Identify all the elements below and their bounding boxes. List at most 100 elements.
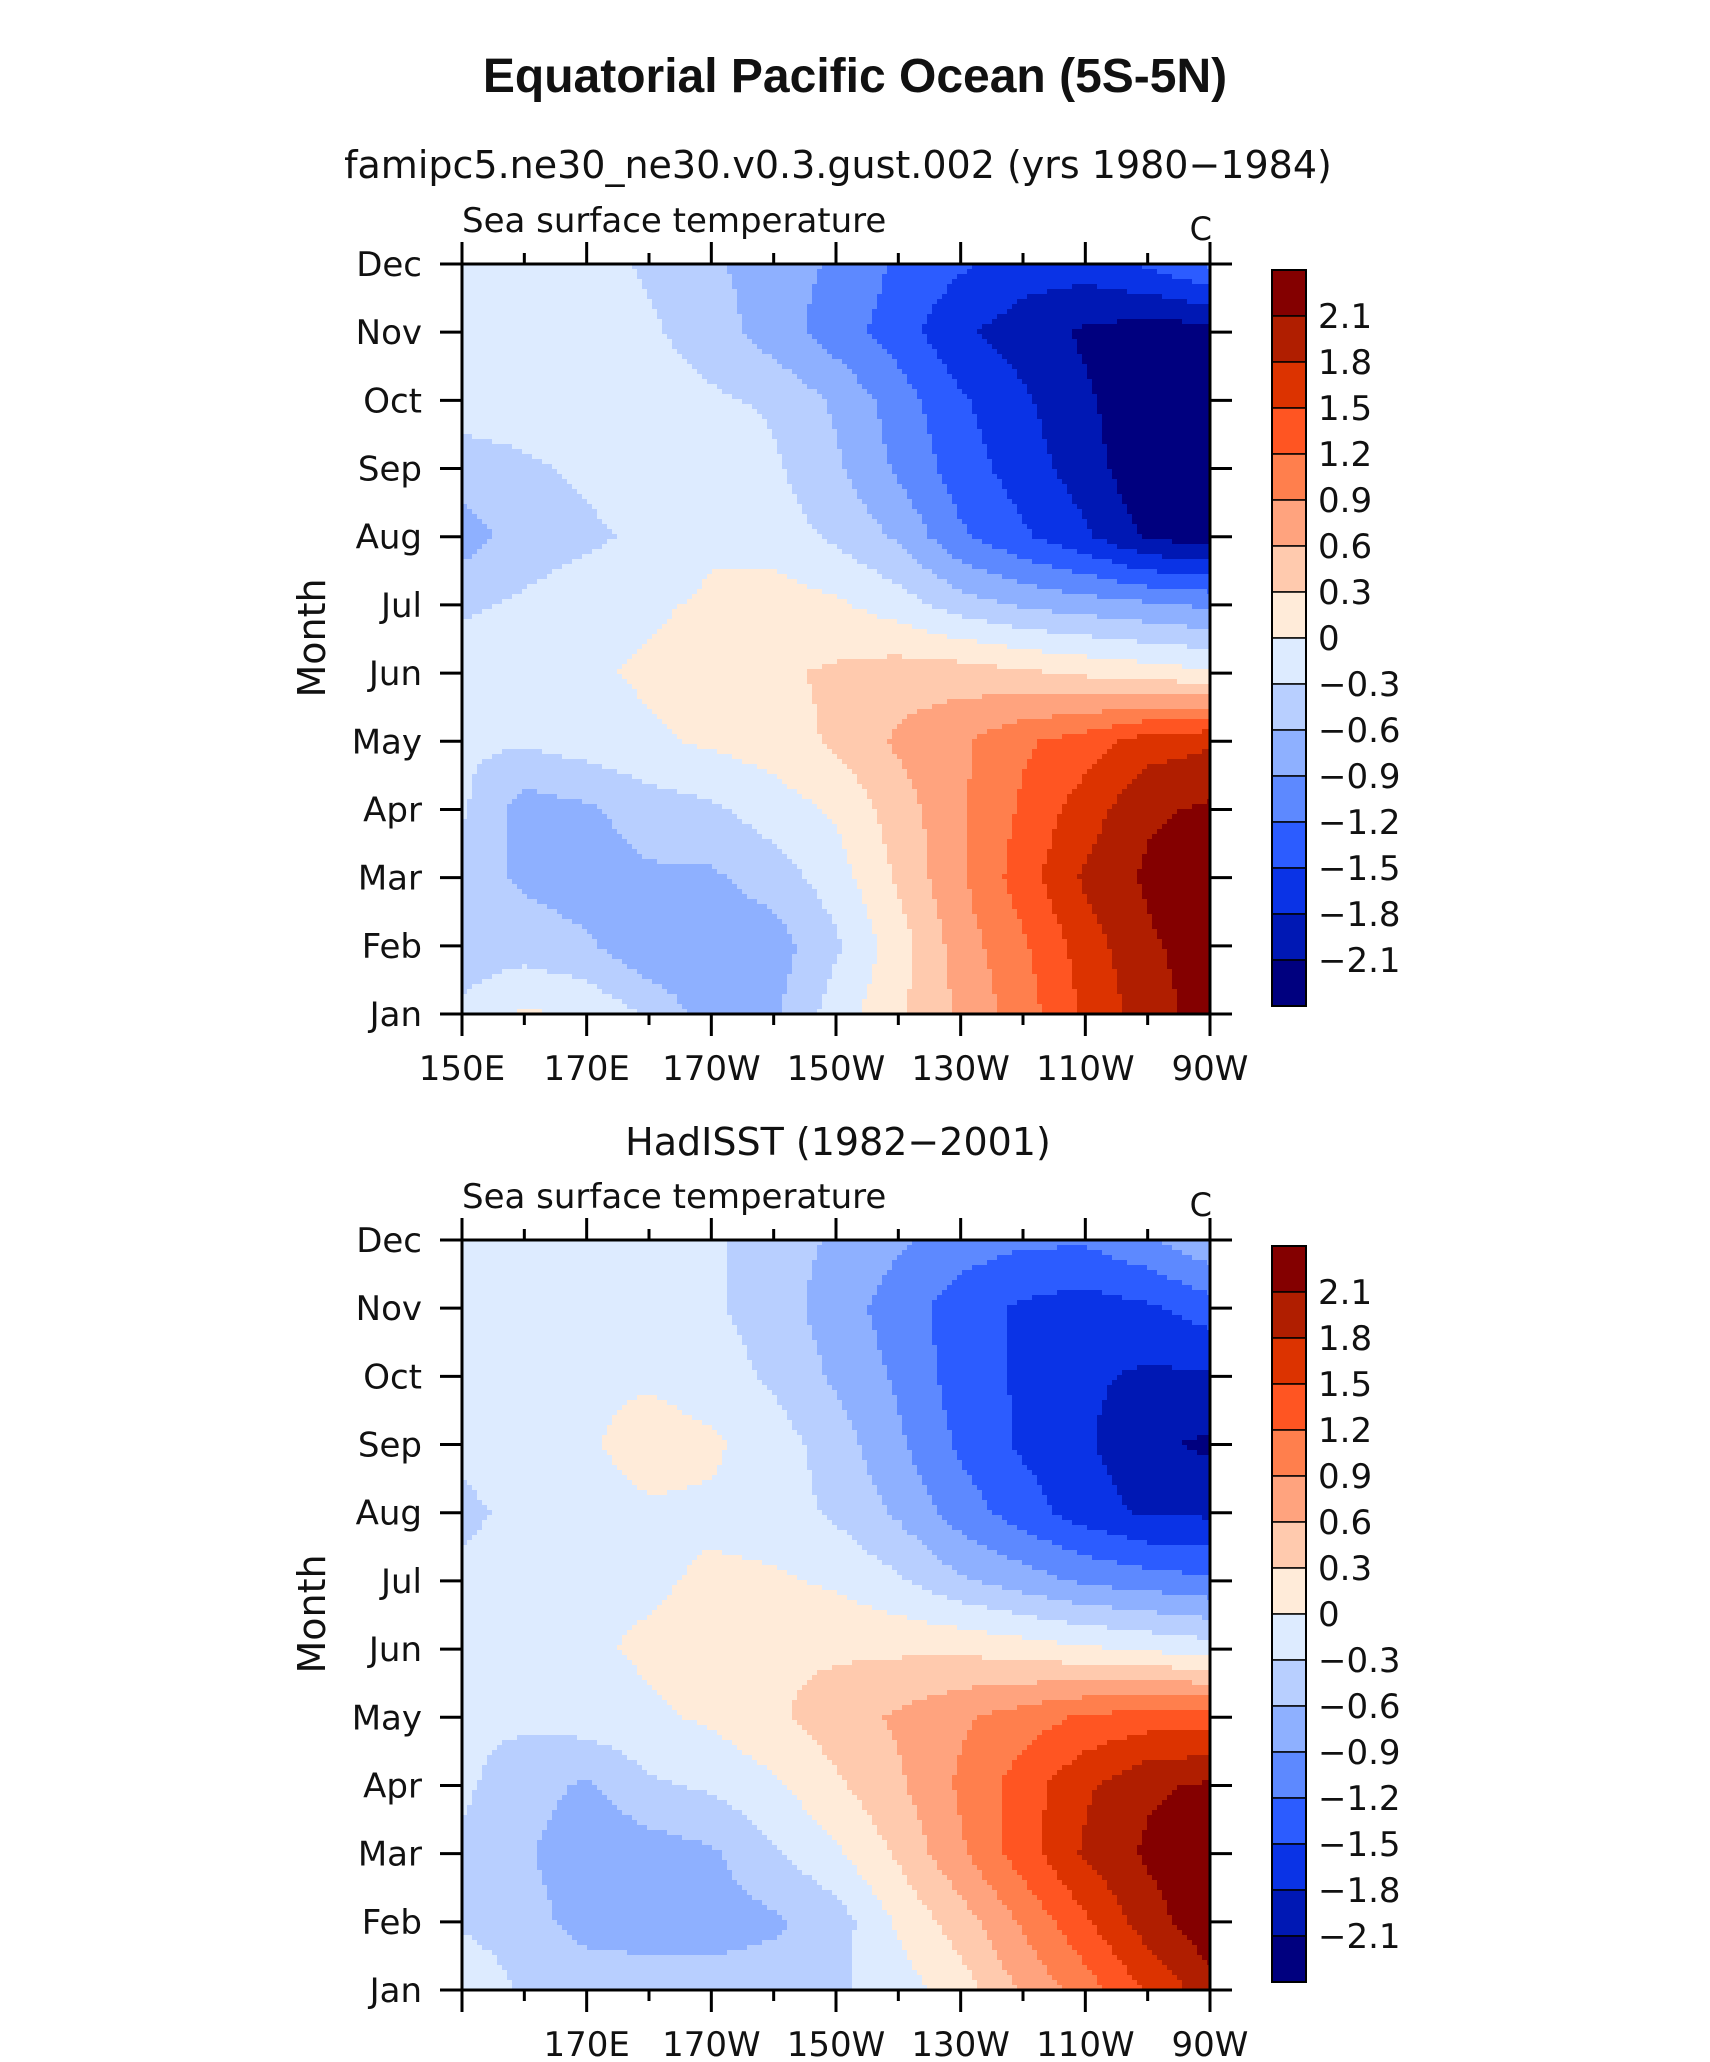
contour-cell	[867, 379, 873, 385]
contour-cell	[537, 379, 543, 385]
contour-cell	[1057, 324, 1063, 330]
contour-cell	[617, 304, 623, 310]
contour-cell	[782, 319, 788, 325]
contour-cell	[992, 299, 998, 305]
contour-cell	[972, 354, 978, 360]
contour-cell	[1047, 299, 1053, 305]
contour-cell	[967, 354, 973, 360]
contour-cell	[807, 364, 813, 370]
contour-cell	[677, 324, 683, 330]
contour-cell	[757, 364, 763, 370]
contour-cell	[1112, 309, 1118, 315]
contour-cell	[517, 294, 523, 300]
contour-cell	[1067, 344, 1073, 350]
contour-cell	[837, 374, 843, 380]
contour-cell	[932, 329, 938, 335]
contour-cell	[1057, 379, 1063, 385]
contour-cell	[647, 309, 653, 315]
contour-cell	[822, 274, 828, 280]
contour-cell	[492, 379, 498, 385]
contour-cell	[1192, 399, 1198, 405]
contour-cell	[747, 414, 753, 420]
contour-cell	[577, 329, 583, 335]
contour-cell	[657, 269, 663, 275]
contour-cell	[717, 379, 723, 385]
contour-cell	[462, 384, 468, 390]
contour-cell	[482, 399, 488, 405]
contour-cell	[622, 389, 628, 395]
contour-cell	[1177, 364, 1183, 370]
contour-cell	[617, 404, 623, 410]
contour-cell	[707, 409, 713, 415]
contour-cell	[997, 384, 1003, 390]
contour-cell	[867, 384, 873, 390]
contour-cell	[497, 354, 503, 360]
contour-cell	[542, 364, 548, 370]
contour-cell	[942, 399, 948, 405]
contour-cell	[637, 294, 643, 300]
contour-cell	[682, 354, 688, 360]
contour-cell	[1127, 414, 1133, 420]
contour-cell	[897, 364, 903, 370]
contour-cell	[662, 429, 668, 435]
contour-cell	[492, 349, 498, 355]
contour-cell	[677, 339, 683, 345]
contour-cell	[1112, 334, 1118, 340]
contour-cell	[477, 424, 483, 430]
contour-cell	[957, 319, 963, 325]
contour-cell	[747, 394, 753, 400]
contour-cell	[912, 399, 918, 405]
contour-cell	[1032, 389, 1038, 395]
contour-cell	[1112, 329, 1118, 335]
contour-cell	[667, 284, 673, 290]
contour-cell	[592, 289, 598, 295]
contour-cell	[462, 379, 468, 385]
contour-cell	[997, 279, 1003, 285]
contour-cell	[812, 304, 818, 310]
contour-cell	[1052, 424, 1058, 430]
contour-cell	[1027, 364, 1033, 370]
contour-cell	[697, 324, 703, 330]
contour-cell	[572, 274, 578, 280]
contour-cell	[682, 344, 688, 350]
contour-cell	[1027, 314, 1033, 320]
contour-cell	[1007, 334, 1013, 340]
contour-cell	[842, 274, 848, 280]
contour-cell	[637, 414, 643, 420]
contour-cell	[502, 404, 508, 410]
contour-cell	[797, 289, 803, 295]
contour-cell	[472, 324, 478, 330]
contour-cell	[467, 364, 473, 370]
contour-cell	[617, 334, 623, 340]
contour-cell	[962, 289, 968, 295]
contour-cell	[667, 429, 673, 435]
contour-cell	[647, 314, 653, 320]
contour-cell	[797, 304, 803, 310]
contour-cell	[537, 424, 543, 430]
contour-cell	[867, 409, 873, 415]
contour-cell	[562, 349, 568, 355]
contour-cell	[732, 424, 738, 430]
contour-cell	[887, 289, 893, 295]
contour-cell	[1197, 374, 1203, 380]
contour-cell	[982, 354, 988, 360]
contour-cell	[647, 329, 653, 335]
contour-cell	[1082, 399, 1088, 405]
contour-cell	[637, 359, 643, 365]
contour-cell	[847, 414, 853, 420]
contour-cell	[817, 289, 823, 295]
contour-cell	[1167, 359, 1173, 365]
contour-cell	[897, 329, 903, 335]
contour-cell	[932, 304, 938, 310]
contour-cell	[607, 279, 613, 285]
contour-cell	[927, 424, 933, 430]
contour-cell	[897, 424, 903, 430]
contour-cell	[972, 329, 978, 335]
contour-cell	[797, 354, 803, 360]
contour-cell	[847, 314, 853, 320]
contour-cell	[997, 269, 1003, 275]
contour-cell	[942, 409, 948, 415]
contour-cell	[1037, 344, 1043, 350]
contour-cell	[752, 404, 758, 410]
contour-cell	[742, 264, 748, 270]
